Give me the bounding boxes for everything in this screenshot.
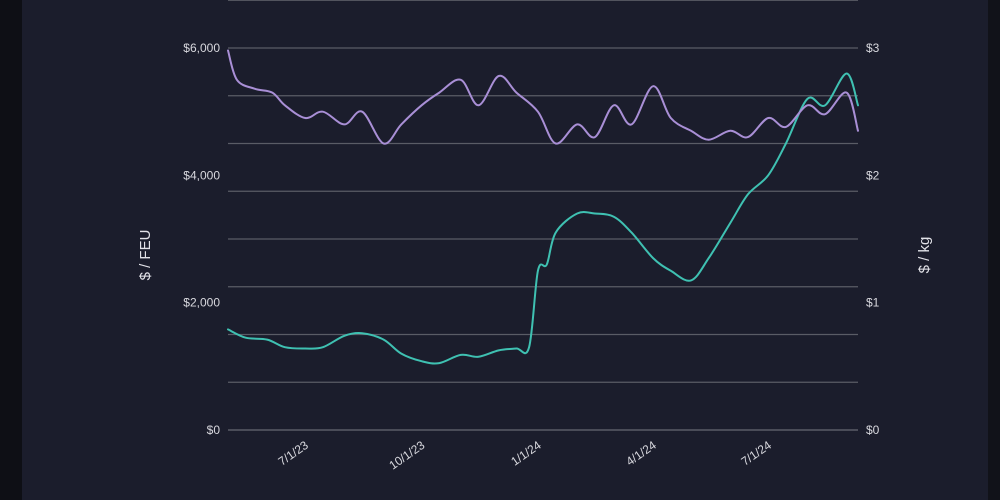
right-tick-label: $0 <box>866 423 880 437</box>
x-tick-label: 1/1/24 <box>508 438 544 469</box>
right-axis-title: $ / kg <box>916 237 933 274</box>
left-tick-label: $6,000 <box>183 41 220 55</box>
right-tick-label: $1 <box>866 296 880 310</box>
left-axis-title: $ / FEU <box>137 230 154 281</box>
left-dark-border <box>0 0 22 500</box>
left-axis: $0 $2,000 $4,000 $6,000 <box>183 41 220 437</box>
right-tick-label: $2 <box>866 168 880 182</box>
series-lines <box>227 49 859 365</box>
gridlines <box>228 0 858 431</box>
x-tick-label: 4/1/24 <box>623 438 659 469</box>
left-tick-label: $2,000 <box>183 296 220 310</box>
x-tick-label: 10/1/23 <box>386 438 427 473</box>
x-tick-label: 7/1/24 <box>739 438 775 469</box>
left-tick-label: $4,000 <box>183 168 220 182</box>
series-line-feu <box>227 72 859 365</box>
right-dark-border <box>988 0 1000 500</box>
x-tick-label: 7/1/23 <box>276 438 312 469</box>
right-axis: $0 $1 $2 $3 <box>866 41 880 437</box>
x-axis: 7/1/23 10/1/23 1/1/24 4/1/24 7/1/24 <box>276 438 775 473</box>
series-line-kg <box>227 49 859 145</box>
left-tick-label: $0 <box>207 423 221 437</box>
right-tick-label: $3 <box>866 41 880 55</box>
